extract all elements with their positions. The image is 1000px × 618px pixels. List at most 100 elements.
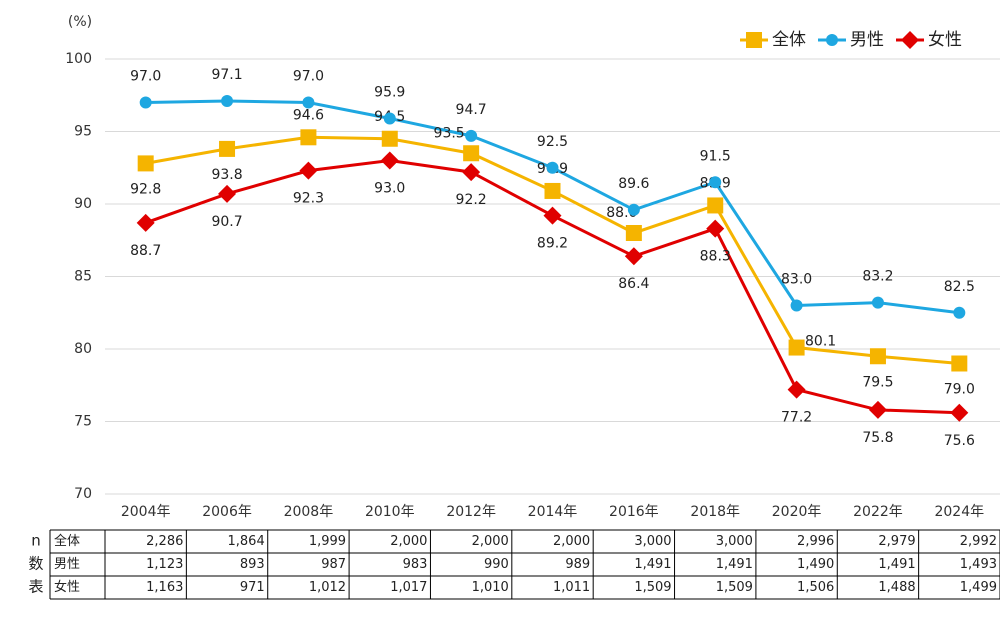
value-label: 79.0 xyxy=(944,382,975,398)
marker xyxy=(544,182,561,199)
table-cell: 1,488 xyxy=(878,580,915,595)
table-cell: 1,864 xyxy=(228,534,265,549)
table-cell: 2,979 xyxy=(878,534,915,549)
legend-label: 全体 xyxy=(772,30,806,50)
value-label: 83.2 xyxy=(862,269,893,285)
table-cell: 2,000 xyxy=(553,534,590,549)
marker xyxy=(788,339,805,356)
table-cell: 2,286 xyxy=(146,534,183,549)
marker xyxy=(868,400,887,419)
table-cell: 1,123 xyxy=(146,557,183,572)
value-label: 79.5 xyxy=(862,374,893,390)
table-cell: 1,506 xyxy=(797,580,834,595)
marker xyxy=(546,161,559,174)
table-cell: 1,499 xyxy=(960,580,997,595)
table-cell: 987 xyxy=(321,557,346,572)
value-label: 90.7 xyxy=(211,214,242,230)
table-cell: 3,000 xyxy=(634,534,671,549)
value-label: 89.2 xyxy=(537,236,568,252)
marker xyxy=(299,161,318,180)
y-tick-label: 90 xyxy=(74,196,92,212)
value-label: 92.3 xyxy=(293,191,324,207)
table-cell: 1,491 xyxy=(878,557,915,572)
value-label: 88.3 xyxy=(700,249,731,265)
marker xyxy=(627,203,640,216)
y-tick-label: 75 xyxy=(74,414,92,430)
table-cell: 1,493 xyxy=(960,557,997,572)
marker xyxy=(465,129,478,142)
x-tick-label: 2016年 xyxy=(609,504,659,520)
marker xyxy=(137,155,154,172)
x-tick-label: 2024年 xyxy=(934,504,984,520)
marker xyxy=(790,299,803,312)
value-label: 82.5 xyxy=(944,279,975,295)
marker xyxy=(463,145,480,162)
marker xyxy=(139,96,152,109)
x-tick-label: 2004年 xyxy=(121,504,171,520)
value-label: 95.9 xyxy=(374,84,405,100)
table-row-header: 数 xyxy=(28,555,43,573)
marker xyxy=(136,213,155,232)
value-label: 83.0 xyxy=(781,272,812,288)
marker xyxy=(951,355,968,372)
marker xyxy=(219,140,236,157)
marker xyxy=(706,219,725,238)
value-label: 89.6 xyxy=(618,176,649,192)
marker xyxy=(380,151,399,170)
marker xyxy=(709,176,722,189)
table-label: 全体 xyxy=(54,533,80,549)
value-label: 97.0 xyxy=(130,69,161,85)
marker xyxy=(953,306,966,319)
table-cell: 893 xyxy=(240,557,265,572)
marker xyxy=(300,129,317,146)
table-cell: 1,999 xyxy=(309,534,346,549)
y-tick-label: 95 xyxy=(74,124,92,140)
value-label: 93.8 xyxy=(211,167,242,183)
table-cell: 1,490 xyxy=(797,557,834,572)
value-label: 77.2 xyxy=(781,410,812,426)
marker xyxy=(462,163,481,182)
table-cell: 3,000 xyxy=(716,534,753,549)
table-cell: 1,491 xyxy=(634,557,671,572)
x-tick-label: 2006年 xyxy=(202,504,252,520)
table-cell: 990 xyxy=(484,557,509,572)
x-tick-label: 2008年 xyxy=(284,504,334,520)
marker xyxy=(901,31,919,49)
value-label: 93.0 xyxy=(374,181,405,197)
y-tick-label: 100 xyxy=(65,51,92,67)
marker xyxy=(707,197,724,214)
table-cell: 1,010 xyxy=(472,580,509,595)
value-label: 92.2 xyxy=(456,192,487,208)
x-tick-label: 2020年 xyxy=(772,504,822,520)
x-tick-label: 2022年 xyxy=(853,504,903,520)
table-cell: 2,996 xyxy=(797,534,834,549)
marker xyxy=(746,32,762,48)
value-label: 86.4 xyxy=(618,276,649,292)
table-cell: 971 xyxy=(240,580,265,595)
value-label: 75.8 xyxy=(862,430,893,446)
table-cell: 1,509 xyxy=(716,580,753,595)
value-label: 91.5 xyxy=(700,148,731,164)
marker xyxy=(302,96,315,109)
table-cell: 2,992 xyxy=(960,534,997,549)
table-cell: 2,000 xyxy=(472,534,509,549)
marker xyxy=(625,225,642,241)
value-label: 94.6 xyxy=(293,107,324,123)
marker xyxy=(869,348,886,365)
table-cell: 983 xyxy=(403,557,428,572)
table-cell: 989 xyxy=(565,557,590,572)
marker xyxy=(826,34,838,46)
legend-label: 男性 xyxy=(850,30,884,50)
marker xyxy=(381,130,398,147)
value-label: 75.6 xyxy=(944,433,975,449)
x-tick-label: 2012年 xyxy=(446,504,496,520)
y-tick-label: 70 xyxy=(74,486,92,502)
marker xyxy=(787,380,806,399)
table-cell: 1,017 xyxy=(390,580,427,595)
table-cell: 1,011 xyxy=(553,580,590,595)
table-cell: 1,491 xyxy=(716,557,753,572)
table-cell: 1,012 xyxy=(309,580,346,595)
marker xyxy=(221,95,234,108)
value-label: 80.1 xyxy=(805,334,836,350)
